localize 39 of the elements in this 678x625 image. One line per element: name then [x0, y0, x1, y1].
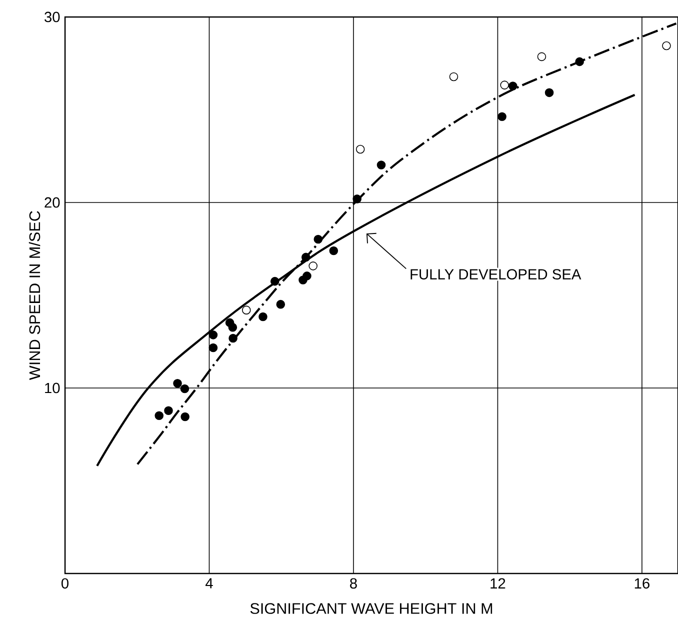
- point: [544, 88, 554, 98]
- point: [242, 306, 251, 314]
- point: [258, 312, 268, 322]
- point: [208, 343, 218, 352]
- y-tick-label: 30: [44, 12, 60, 22]
- point: [500, 80, 509, 90]
- x-tick-label: 16: [634, 578, 650, 589]
- y-tick-label: 20: [44, 197, 60, 208]
- point: [270, 276, 280, 286]
- point: [228, 334, 238, 343]
- point: [180, 412, 190, 422]
- point: [173, 378, 182, 388]
- point: [508, 82, 518, 90]
- point: [154, 411, 164, 420]
- point: [164, 406, 173, 416]
- y-tick-label: 10: [45, 382, 60, 394]
- annotation: FULLY DEVELOPED SEA: [410, 269, 582, 280]
- x-tick-label: 4: [205, 578, 213, 588]
- y-axis-title: WIND SPEED IN M/SEC: [28, 211, 40, 380]
- x-tick-label: 0: [61, 578, 68, 589]
- point: [575, 57, 584, 66]
- point: [376, 160, 386, 170]
- point: [301, 252, 310, 262]
- x-axis-title: SIGNIFICANT WAVE HEIGHT IN M: [250, 603, 492, 614]
- point: [498, 112, 506, 121]
- x-tick-label: 12: [490, 578, 506, 588]
- point: [308, 262, 318, 270]
- point: [208, 330, 218, 340]
- x-tick-label: 8: [350, 578, 357, 589]
- point: [329, 246, 338, 256]
- point: [180, 384, 190, 394]
- point: [352, 194, 362, 204]
- point: [356, 144, 365, 154]
- point: [449, 72, 458, 82]
- point: [537, 52, 546, 62]
- point: [276, 300, 286, 309]
- point: [314, 234, 323, 244]
- point: [302, 272, 312, 280]
- point: [228, 322, 238, 332]
